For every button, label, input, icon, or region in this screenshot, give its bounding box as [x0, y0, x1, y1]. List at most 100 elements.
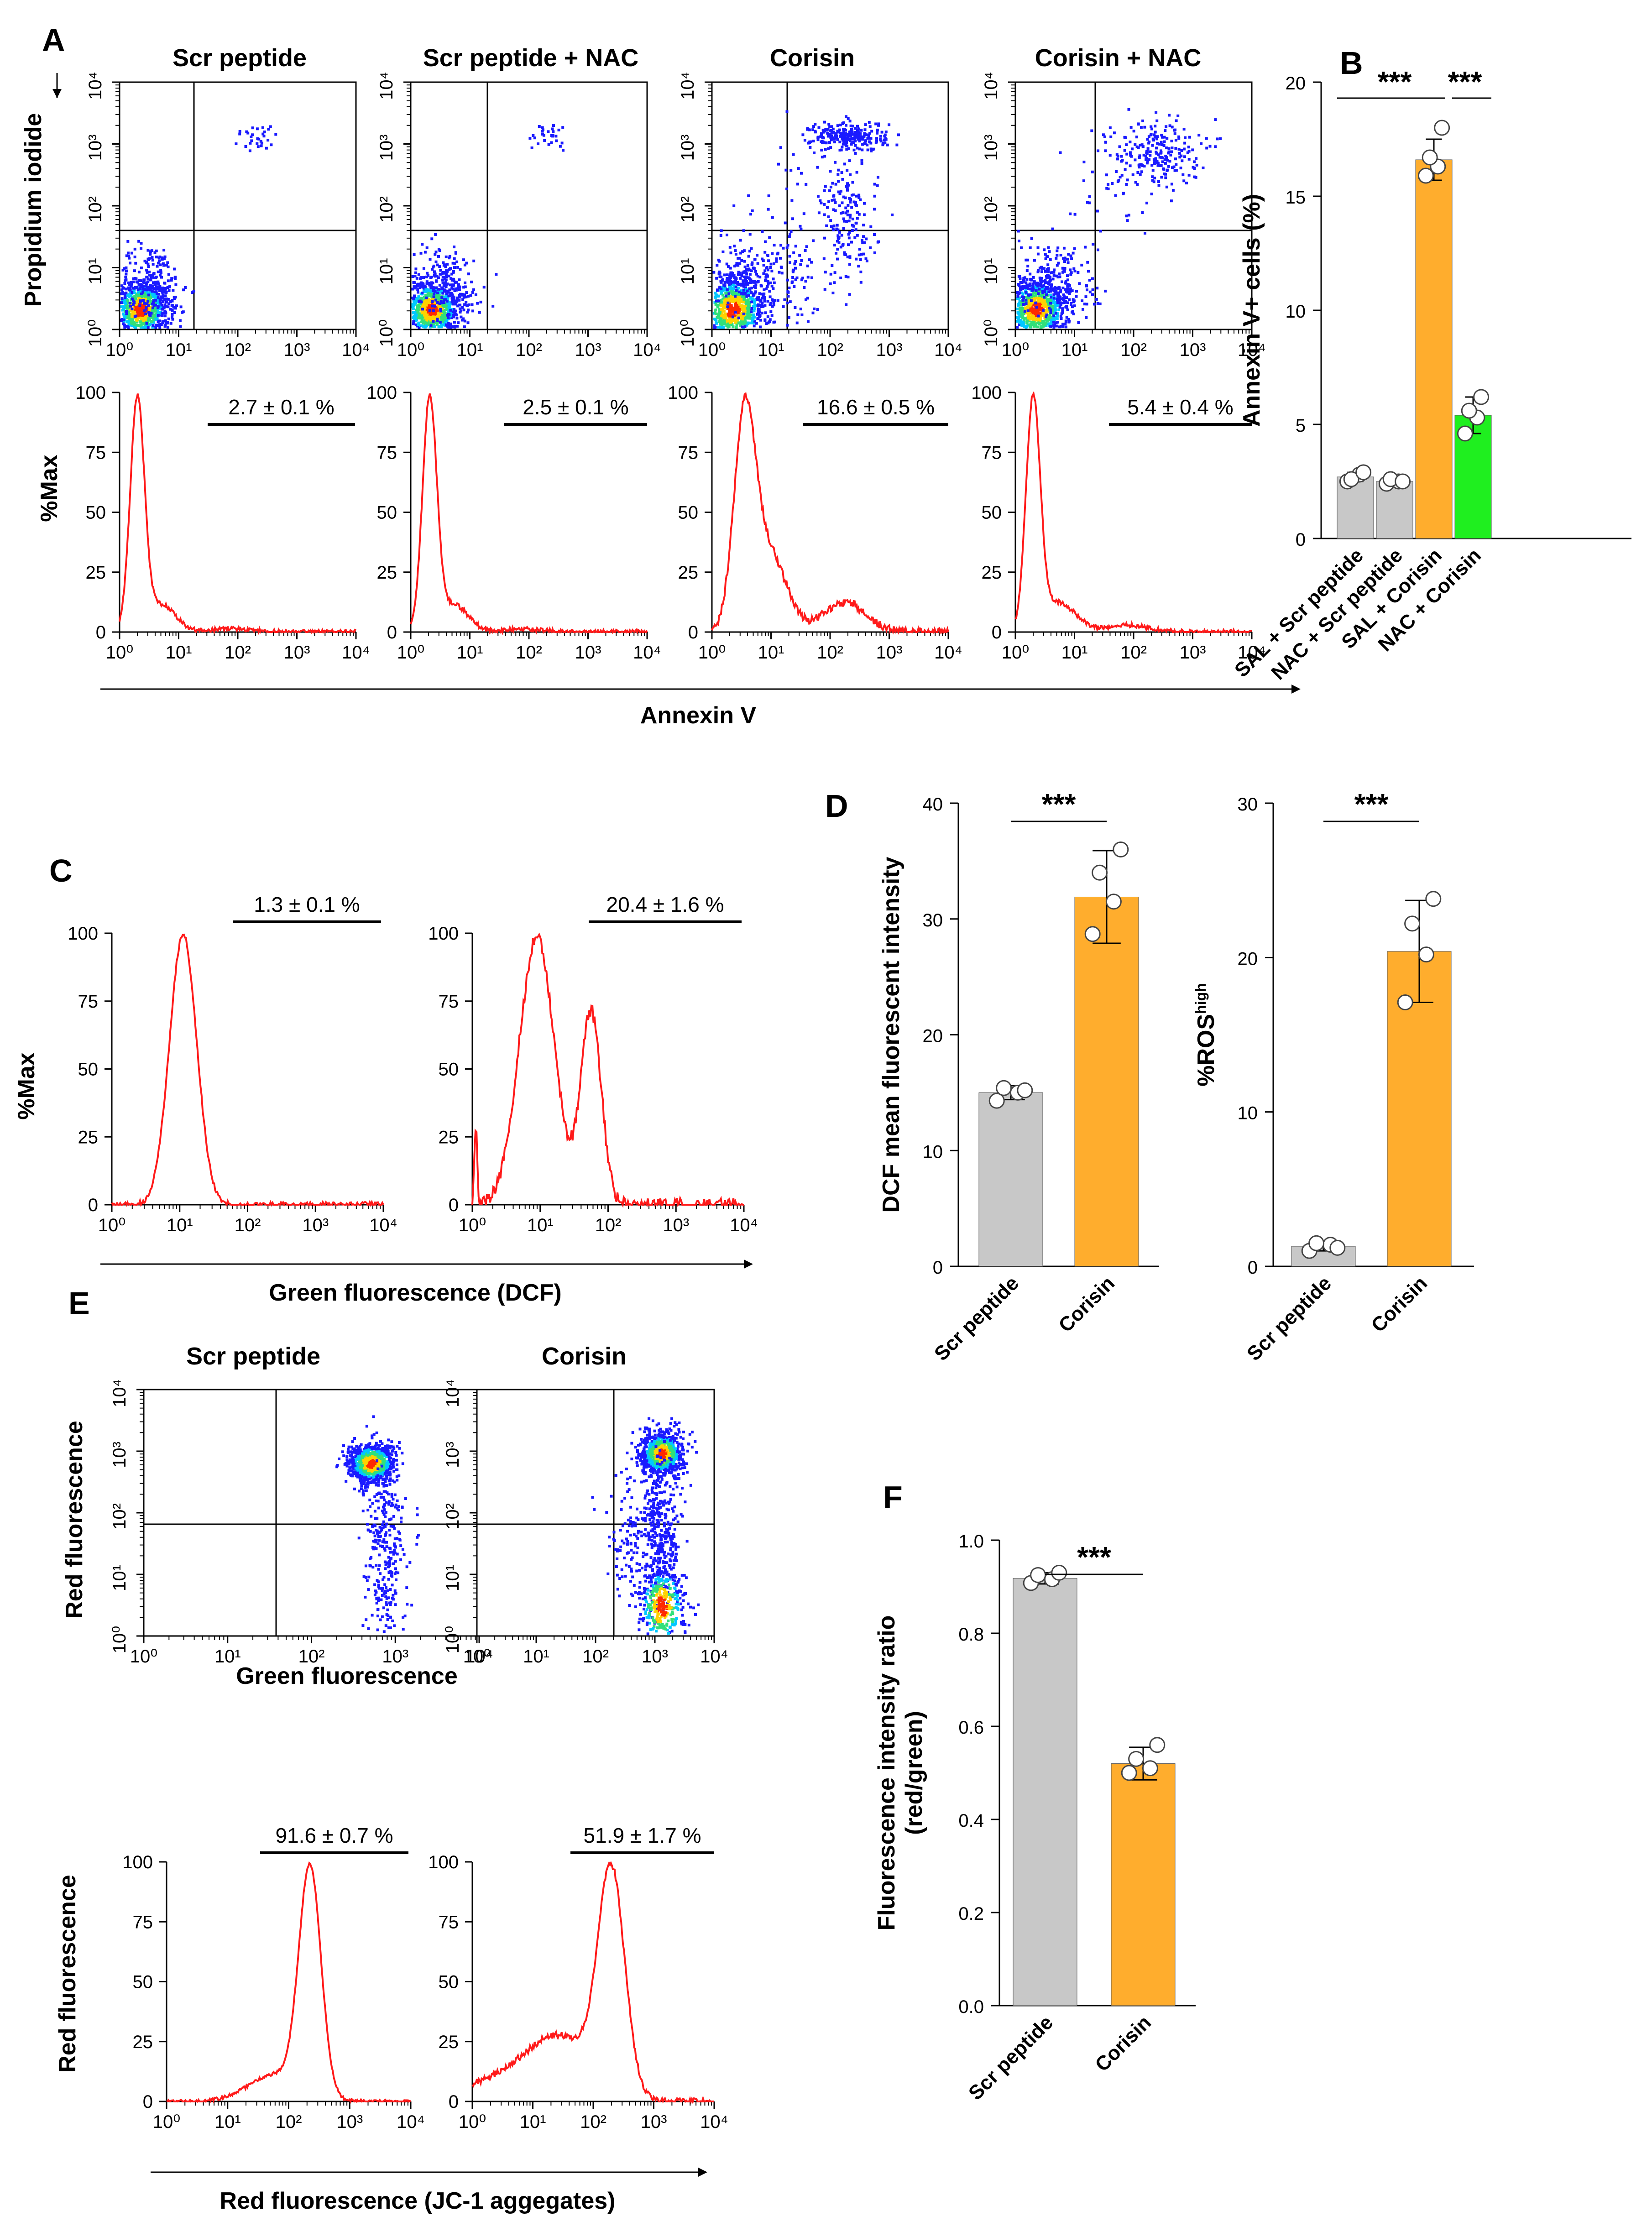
- dot-a2-event: [455, 252, 457, 255]
- dot-a3-event: [733, 276, 736, 279]
- dot-a3-event: [794, 278, 797, 281]
- dot-a1-event: [166, 261, 169, 264]
- dot-a3-event: [820, 140, 823, 143]
- dot-a1-event: [152, 295, 155, 298]
- dot-a4-event: [1045, 314, 1048, 317]
- dot-a4-event: [1164, 129, 1167, 132]
- dot-a4-event: [1152, 158, 1155, 161]
- dot-a4-event: [1171, 125, 1174, 129]
- dot-a4-event: [1050, 296, 1053, 299]
- dot-a3-event: [826, 206, 829, 209]
- dot-a4-event: [1056, 276, 1060, 279]
- dot-a4-event: [1195, 163, 1198, 167]
- dot-a4-event: [1155, 137, 1158, 141]
- dot-a3-event: [761, 297, 764, 300]
- dot-a3-event: [852, 200, 856, 204]
- dot-a4-event: [1037, 292, 1040, 295]
- dot-a2-event: [425, 275, 428, 278]
- dot-a3-event: [733, 245, 736, 248]
- dot-a1-event: [139, 299, 142, 303]
- dot-a4-event: [1148, 141, 1151, 143]
- dot-a2-event: [443, 288, 446, 292]
- dot-a3-event: [760, 303, 763, 307]
- dot-a4-event: [1096, 302, 1099, 305]
- dot-a2-event: [560, 141, 564, 145]
- dot-a2-event: [444, 312, 447, 315]
- dot-a3-event: [763, 298, 766, 301]
- dot-a4-event: [1064, 280, 1067, 282]
- dot-a4-event: [1184, 136, 1187, 139]
- dot-a3-event: [840, 171, 843, 174]
- dot-a2-event: [550, 134, 553, 137]
- dot-a1-event: [152, 299, 156, 302]
- dot-a4-event: [1052, 326, 1056, 329]
- dot-a3-event: [766, 285, 769, 288]
- dot-a3-event: [792, 268, 795, 272]
- dot-a4-event: [1160, 141, 1163, 144]
- dot-a2-event: [427, 307, 430, 310]
- dot-a3-event: [845, 141, 848, 144]
- dot-a2-ytick-label: 10⁰: [376, 319, 397, 347]
- dot-a3-event: [863, 135, 866, 138]
- dot-a3-event: [735, 298, 738, 302]
- dot-a2-event: [413, 300, 416, 303]
- dot-a3-event: [797, 167, 800, 170]
- dot-a3-event: [726, 277, 729, 280]
- dot-a4-event: [1075, 295, 1078, 298]
- dot-a2-event: [450, 313, 454, 316]
- dot-a2-event: [438, 298, 441, 301]
- dot-a1-event: [147, 265, 150, 268]
- dot-a1-event: [144, 312, 147, 315]
- dot-a3-event: [859, 137, 862, 140]
- dot-a1-event: [146, 271, 149, 274]
- dot-a4-event: [1018, 300, 1021, 303]
- dot-a3-event: [752, 315, 755, 318]
- dot-a4-event: [1020, 301, 1023, 304]
- dot-a4-event: [1039, 298, 1042, 302]
- dot-a1-event: [136, 286, 139, 289]
- dot-a3-event: [730, 309, 733, 312]
- dot-a3-event: [766, 315, 769, 318]
- dot-a3-event: [740, 292, 742, 295]
- dot-a3-event: [752, 321, 755, 324]
- dot-a3-event: [897, 133, 900, 136]
- dot-a4-event: [1054, 297, 1057, 300]
- dot-a3-event: [727, 314, 730, 317]
- dot-a4-event: [1125, 183, 1128, 186]
- dot-a4-event: [1021, 299, 1025, 302]
- dot-a4-event: [1155, 119, 1159, 122]
- dot-a2-event: [413, 301, 416, 304]
- dot-a4-event: [1069, 287, 1072, 290]
- dot-a1-ytick-label: 10¹: [85, 258, 105, 285]
- dot-a4-event: [1086, 288, 1088, 292]
- dot-a2-event: [479, 300, 482, 303]
- dot-a4-event: [1049, 305, 1052, 308]
- dot-a4-event: [1027, 287, 1030, 290]
- dot-a2-event: [459, 309, 462, 313]
- dot-a3-event: [741, 306, 744, 309]
- dot-a1-event: [174, 283, 178, 286]
- dot-a1-event: [136, 293, 139, 297]
- dot-a1-event: [129, 313, 132, 316]
- dot-a3-event: [847, 220, 851, 223]
- dot-a3-event: [766, 280, 769, 283]
- dot-a3-event: [799, 308, 802, 311]
- dot-a4-event: [1111, 182, 1114, 185]
- dot-a1-event: [160, 297, 163, 300]
- dot-a2-event: [438, 302, 441, 305]
- dot-a4-event: [1183, 147, 1186, 151]
- dot-a4-event: [1049, 316, 1052, 319]
- dot-a1-event: [140, 293, 143, 295]
- dot-a2-event: [445, 292, 448, 295]
- dot-a4-event: [1188, 136, 1191, 139]
- dot-a2-event: [424, 300, 427, 303]
- dot-a4-event: [1041, 304, 1044, 307]
- dot-a2-event: [444, 281, 447, 284]
- dot-a2-event: [450, 316, 453, 319]
- dot-a3-event: [783, 298, 786, 301]
- dot-a4-event: [1173, 169, 1176, 172]
- dot-a2-event: [559, 145, 562, 148]
- dot-a2-event: [415, 309, 418, 312]
- dot-a3-event: [734, 295, 737, 298]
